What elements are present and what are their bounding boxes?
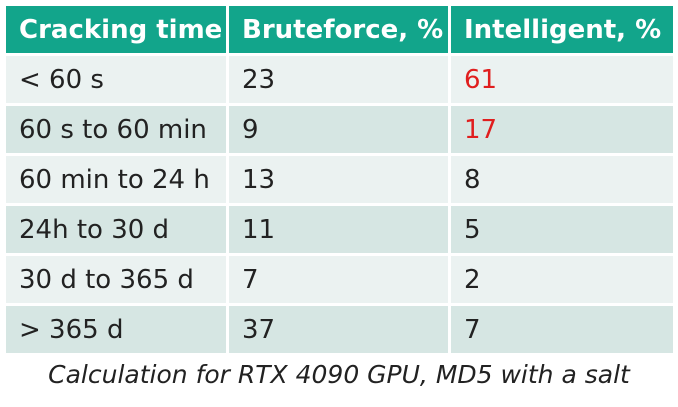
cell-cracking-time: 60 min to 24 h [6, 156, 226, 203]
cell-bruteforce: 13 [229, 156, 448, 203]
cell-bruteforce: 23 [229, 56, 448, 103]
cell-intelligent: 17 [451, 106, 673, 153]
table-row: < 60 s 23 61 [6, 56, 673, 103]
table-row: 60 min to 24 h 13 8 [6, 156, 673, 203]
header-bruteforce: Bruteforce, % [229, 6, 448, 53]
cell-bruteforce: 11 [229, 206, 448, 253]
cell-intelligent: 7 [451, 306, 673, 353]
table-row: 24h to 30 d 11 5 [6, 206, 673, 253]
cell-intelligent: 61 [451, 56, 673, 103]
cell-bruteforce: 9 [229, 106, 448, 153]
header-row: Cracking time Bruteforce, % Intelligent,… [6, 6, 673, 53]
table-row: 60 s to 60 min 9 17 [6, 106, 673, 153]
cell-cracking-time: 24h to 30 d [6, 206, 226, 253]
cell-bruteforce: 37 [229, 306, 448, 353]
cell-bruteforce: 7 [229, 256, 448, 303]
cell-cracking-time: > 365 d [6, 306, 226, 353]
header-cracking-time: Cracking time [6, 6, 226, 53]
cracking-time-table: Cracking time Bruteforce, % Intelligent,… [3, 3, 676, 356]
table-row: 30 d to 365 d 7 2 [6, 256, 673, 303]
table-caption: Calculation for RTX 4090 GPU, MD5 with a… [48, 360, 630, 389]
cell-cracking-time: 30 d to 365 d [6, 256, 226, 303]
cell-cracking-time: < 60 s [6, 56, 226, 103]
table-row: > 365 d 37 7 [6, 306, 673, 353]
cell-intelligent: 5 [451, 206, 673, 253]
cell-cracking-time: 60 s to 60 min [6, 106, 226, 153]
cell-intelligent: 2 [451, 256, 673, 303]
header-intelligent: Intelligent, % [451, 6, 673, 53]
cell-intelligent: 8 [451, 156, 673, 203]
